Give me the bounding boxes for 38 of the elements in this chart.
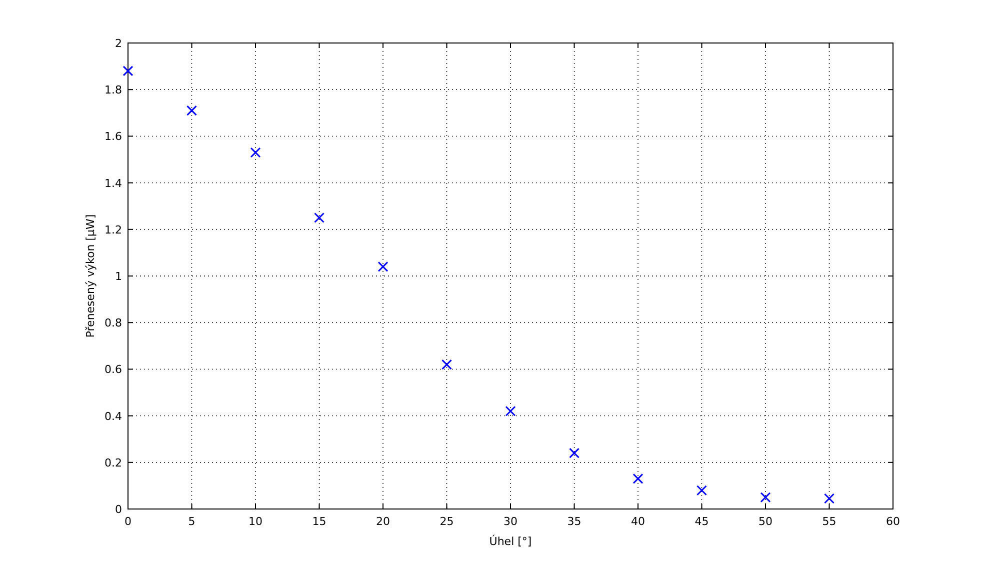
- x-tick-label: 40: [631, 515, 645, 528]
- x-tick-label: 20: [376, 515, 390, 528]
- point: [442, 359, 452, 370]
- y-tick-label: 1.4: [104, 176, 122, 190]
- point: [505, 406, 516, 416]
- point: [378, 261, 388, 272]
- x-tick-label: 0: [124, 515, 132, 528]
- y-tick-label: 1.8: [104, 84, 122, 97]
- y-tick-label: 0.2: [104, 456, 122, 470]
- x-tick-label: 35: [567, 515, 582, 528]
- x-tick-label: 50: [758, 515, 772, 528]
- x-tick-label: 15: [312, 515, 326, 528]
- x-tick-label: 60: [886, 515, 900, 528]
- y-tick-label: 0.4: [104, 410, 122, 423]
- y-tick-label: 0.6: [104, 363, 122, 376]
- point: [696, 485, 707, 496]
- y-tick-label: 2: [115, 37, 122, 50]
- x-tick-label: 30: [504, 515, 518, 528]
- point: [632, 473, 644, 484]
- x-tick-label: 55: [822, 515, 836, 528]
- x-tick-label: 45: [694, 515, 709, 528]
- y-tick-label: 1.2: [104, 223, 122, 236]
- point: [760, 492, 771, 503]
- point: [314, 212, 324, 223]
- x-tick-label: 5: [188, 515, 196, 528]
- x-axis-title: Úhel [°]: [489, 534, 532, 548]
- point: [250, 147, 261, 158]
- y-tick-label: 1: [115, 270, 122, 283]
- y-tick-label: 0: [115, 503, 122, 516]
- x-tick-label: 10: [248, 515, 262, 528]
- x-tick-label: 25: [440, 515, 454, 528]
- y-tick-label: 0.8: [104, 316, 122, 330]
- y-tick-label: 1.6: [104, 130, 122, 144]
- point: [186, 105, 197, 116]
- point: [569, 448, 580, 458]
- point: [122, 66, 134, 76]
- point: [824, 493, 834, 504]
- y-axis-title: Přenesený výkon [μW]: [84, 214, 97, 338]
